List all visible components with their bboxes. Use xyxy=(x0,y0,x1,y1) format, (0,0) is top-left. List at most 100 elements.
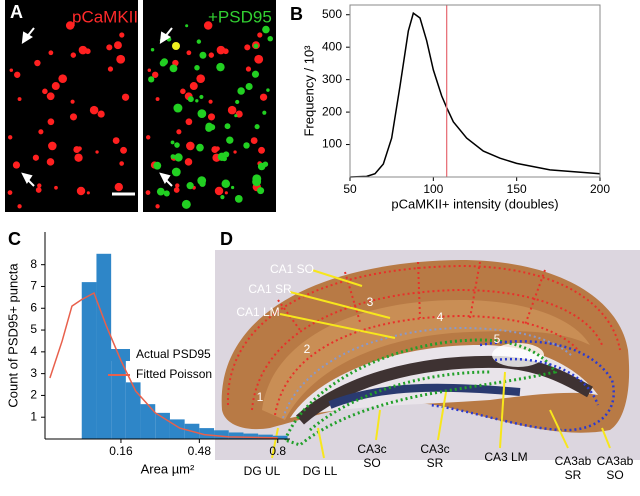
bar xyxy=(243,433,259,439)
green-punctum xyxy=(221,179,231,188)
red-punctum xyxy=(227,105,237,115)
red-punctum xyxy=(9,68,14,72)
x-tick-label: 200 xyxy=(590,182,610,196)
label-arrow xyxy=(437,391,447,441)
hippocampus-image xyxy=(215,250,640,460)
red-punctum xyxy=(186,141,195,151)
green-punctum xyxy=(220,195,225,200)
green-punctum xyxy=(253,43,259,49)
green-punctum xyxy=(148,76,155,83)
legend-label: Actual PSD95 xyxy=(136,347,211,361)
red-punctum xyxy=(180,88,186,95)
red-punctum xyxy=(48,141,57,151)
pale-region xyxy=(492,343,544,367)
green-punctum xyxy=(174,153,183,162)
puncta xyxy=(7,21,273,209)
label-arrow xyxy=(375,409,381,441)
red-punctum xyxy=(78,45,88,55)
green-punctum xyxy=(234,194,243,203)
tissue-band xyxy=(262,300,590,420)
x-axis-label: Area µm² xyxy=(141,461,195,476)
panel-label: A xyxy=(10,2,23,22)
y-tick-label: 8 xyxy=(30,257,37,271)
dividers xyxy=(277,261,546,331)
bar xyxy=(81,282,97,439)
red-punctum xyxy=(35,187,42,193)
red-punctum xyxy=(12,161,21,169)
arrows-a xyxy=(21,27,173,196)
red-punctum xyxy=(208,99,213,104)
green-punctum xyxy=(199,94,204,99)
y-tick-label: 7 xyxy=(30,279,37,293)
green-punctum xyxy=(197,109,207,119)
green-punctum xyxy=(150,48,155,52)
bar xyxy=(228,432,244,439)
outline-blue xyxy=(282,326,573,419)
legend-label: Fitted Poisson xyxy=(136,367,212,381)
red-punctum xyxy=(184,158,193,166)
region-label: CA3ab xyxy=(597,454,634,468)
red-punctum xyxy=(46,158,55,166)
region-label: SR xyxy=(565,468,582,482)
caption: +PSD95 xyxy=(208,7,272,26)
label-arrow xyxy=(317,427,325,459)
green-punctum xyxy=(254,124,260,130)
red-punctum xyxy=(155,97,160,101)
label-arrow xyxy=(289,291,391,319)
green-punctum xyxy=(252,174,262,184)
red-punctum xyxy=(17,204,22,209)
red-punctum xyxy=(155,204,160,209)
green-punctum xyxy=(194,65,200,71)
green-punctum xyxy=(251,70,260,78)
bar xyxy=(272,435,288,439)
red-punctum xyxy=(119,161,124,166)
arrow-head xyxy=(21,172,33,184)
red-punctum xyxy=(38,129,44,135)
red-punctum xyxy=(224,191,228,195)
region-label: CA3ab xyxy=(555,454,592,468)
red-punctum xyxy=(69,113,78,121)
x-tick-label: 50 xyxy=(343,182,357,196)
green-punctum xyxy=(216,62,225,72)
red-punctum xyxy=(196,74,206,83)
x-tick-label: 0.48 xyxy=(188,444,212,458)
panel-label: B xyxy=(290,4,303,24)
y-tick-label: 500 xyxy=(322,7,342,21)
red-punctum xyxy=(146,135,151,140)
red-punctum xyxy=(116,54,126,64)
arrow-head xyxy=(159,172,171,184)
green-punctum xyxy=(170,140,175,145)
y-tick-label: 2 xyxy=(30,388,37,402)
green-punctum xyxy=(185,24,189,28)
red-punctum xyxy=(54,185,58,190)
bar xyxy=(258,434,273,439)
red-punctum xyxy=(216,45,226,55)
red-punctum xyxy=(207,113,216,121)
region-label: 4 xyxy=(437,310,444,324)
cell-layer xyxy=(328,383,521,409)
label-arrows xyxy=(271,269,611,459)
bar xyxy=(214,430,229,439)
bar xyxy=(125,382,141,439)
green-punctum xyxy=(266,88,270,92)
green-punctum xyxy=(196,39,202,44)
y-tick-label: 3 xyxy=(30,366,37,380)
green-punctum xyxy=(262,110,267,115)
red-punctum xyxy=(107,66,114,72)
fit-line xyxy=(49,291,278,439)
region-label: DG UL xyxy=(244,464,281,478)
outline-blue xyxy=(429,340,615,432)
red-punctum xyxy=(250,137,258,144)
red-punctum xyxy=(7,190,13,195)
outline-green xyxy=(282,338,558,447)
divider xyxy=(344,271,361,323)
green-punctum xyxy=(173,103,183,113)
red-punctum xyxy=(145,190,151,195)
green-punctum xyxy=(267,35,273,42)
red-punctum xyxy=(203,21,213,30)
plot-frame xyxy=(349,4,601,178)
bar xyxy=(96,253,112,439)
green-punctum xyxy=(234,114,238,118)
